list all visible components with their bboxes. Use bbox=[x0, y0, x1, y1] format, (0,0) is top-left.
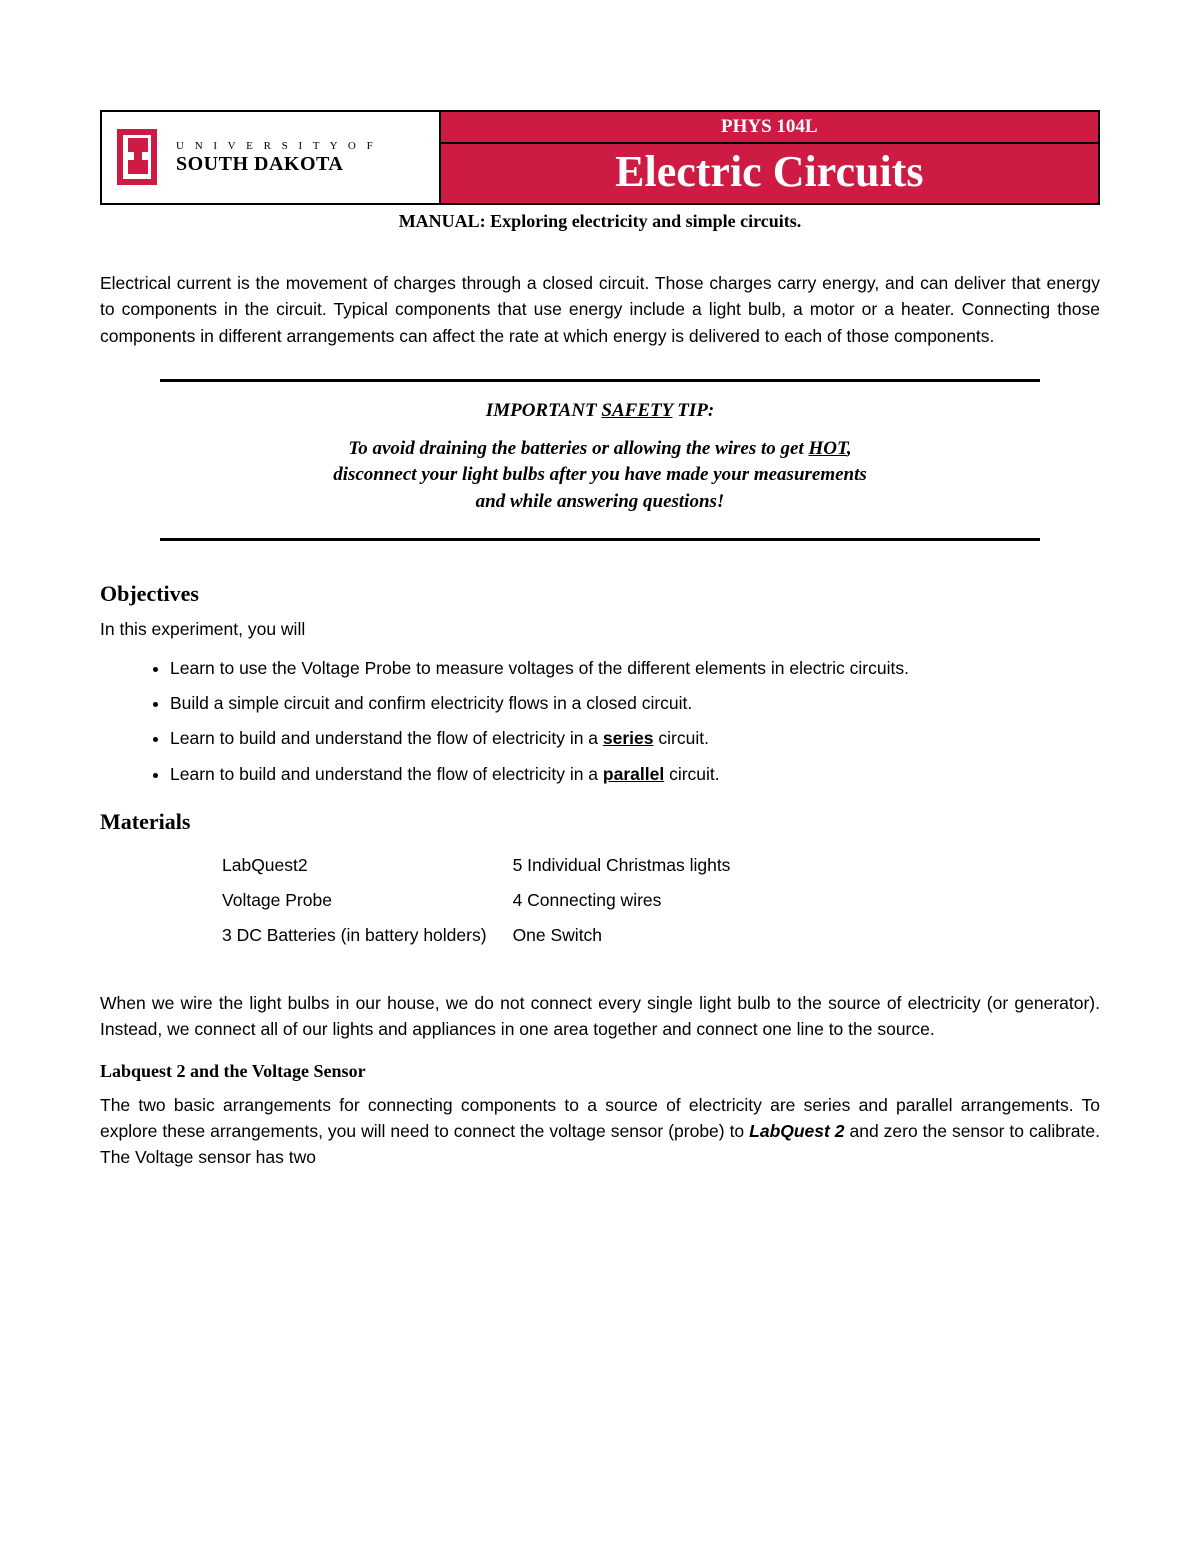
materials-table: LabQuest2 5 Individual Christmas lights … bbox=[220, 847, 756, 954]
list-item: Learn to use the Voltage Probe to measur… bbox=[170, 656, 1100, 681]
objective-keyword: series bbox=[603, 728, 654, 748]
objective-text: Build a simple circuit and confirm elect… bbox=[170, 693, 692, 713]
materials-heading: Materials bbox=[100, 809, 1100, 835]
objectives-list: Learn to use the Voltage Probe to measur… bbox=[100, 656, 1100, 788]
sd-logo-icon bbox=[114, 128, 166, 188]
material-cell: 5 Individual Christmas lights bbox=[513, 849, 755, 882]
objectives-heading: Objectives bbox=[100, 581, 1100, 607]
safety-body: To avoid draining the batteries or allow… bbox=[170, 436, 1030, 516]
safety-title-pre: IMPORTANT bbox=[486, 400, 602, 421]
university-name: SOUTH DAKOTA bbox=[176, 153, 377, 175]
objectives-lead: In this experiment, you will bbox=[100, 619, 1100, 640]
objective-text: Learn to build and understand the flow o… bbox=[170, 728, 603, 748]
labquest-paragraph: The two basic arrangements for connectin… bbox=[100, 1092, 1100, 1171]
table-row: Voltage Probe 4 Connecting wires bbox=[222, 884, 754, 917]
safety-title-post: TIP: bbox=[673, 400, 715, 421]
list-item: Build a simple circuit and confirm elect… bbox=[170, 691, 1100, 716]
safety-line1-underline: HOT bbox=[808, 438, 846, 459]
wiring-paragraph: When we wire the light bulbs in our hous… bbox=[100, 990, 1100, 1043]
objective-text: Learn to build and understand the flow o… bbox=[170, 764, 603, 784]
labquest-emph: LabQuest 2 bbox=[749, 1121, 844, 1141]
safety-tip-box: IMPORTANT SAFETY TIP: To avoid draining … bbox=[160, 379, 1040, 541]
safety-line2: disconnect your light bulbs after you ha… bbox=[333, 464, 867, 485]
safety-line1-pre: To avoid draining the batteries or allow… bbox=[348, 438, 808, 459]
material-cell: Voltage Probe bbox=[222, 884, 511, 917]
safety-line1-post: , bbox=[847, 438, 852, 459]
university-block: U N I V E R S I T Y O F SOUTH DAKOTA bbox=[102, 112, 441, 203]
material-cell: LabQuest2 bbox=[222, 849, 511, 882]
course-banner: PHYS 104L Electric Circuits bbox=[441, 112, 1098, 203]
objective-text: Learn to use the Voltage Probe to measur… bbox=[170, 658, 909, 678]
material-cell: 3 DC Batteries (in battery holders) bbox=[222, 919, 511, 952]
table-row: LabQuest2 5 Individual Christmas lights bbox=[222, 849, 754, 882]
course-title: Electric Circuits bbox=[441, 144, 1098, 203]
material-cell: 4 Connecting wires bbox=[513, 884, 755, 917]
labquest-subheading: Labquest 2 and the Voltage Sensor bbox=[100, 1061, 1100, 1082]
material-cell: One Switch bbox=[513, 919, 755, 952]
manual-subtitle: MANUAL: Exploring electricity and simple… bbox=[100, 211, 1100, 232]
safety-title-underline: SAFETY bbox=[601, 400, 672, 421]
intro-paragraph: Electrical current is the movement of ch… bbox=[100, 270, 1100, 349]
list-item: Learn to build and understand the flow o… bbox=[170, 762, 1100, 787]
safety-title: IMPORTANT SAFETY TIP: bbox=[170, 400, 1030, 422]
header-banner: U N I V E R S I T Y O F SOUTH DAKOTA PHY… bbox=[100, 110, 1100, 205]
safety-line3: and while answering questions! bbox=[476, 491, 725, 512]
list-item: Learn to build and understand the flow o… bbox=[170, 726, 1100, 751]
table-row: 3 DC Batteries (in battery holders) One … bbox=[222, 919, 754, 952]
objective-text: circuit. bbox=[664, 764, 719, 784]
university-text: U N I V E R S I T Y O F SOUTH DAKOTA bbox=[176, 140, 377, 174]
objective-text: circuit. bbox=[654, 728, 709, 748]
university-of-label: U N I V E R S I T Y O F bbox=[176, 140, 377, 152]
course-code: PHYS 104L bbox=[441, 112, 1098, 144]
objective-keyword: parallel bbox=[603, 764, 664, 784]
